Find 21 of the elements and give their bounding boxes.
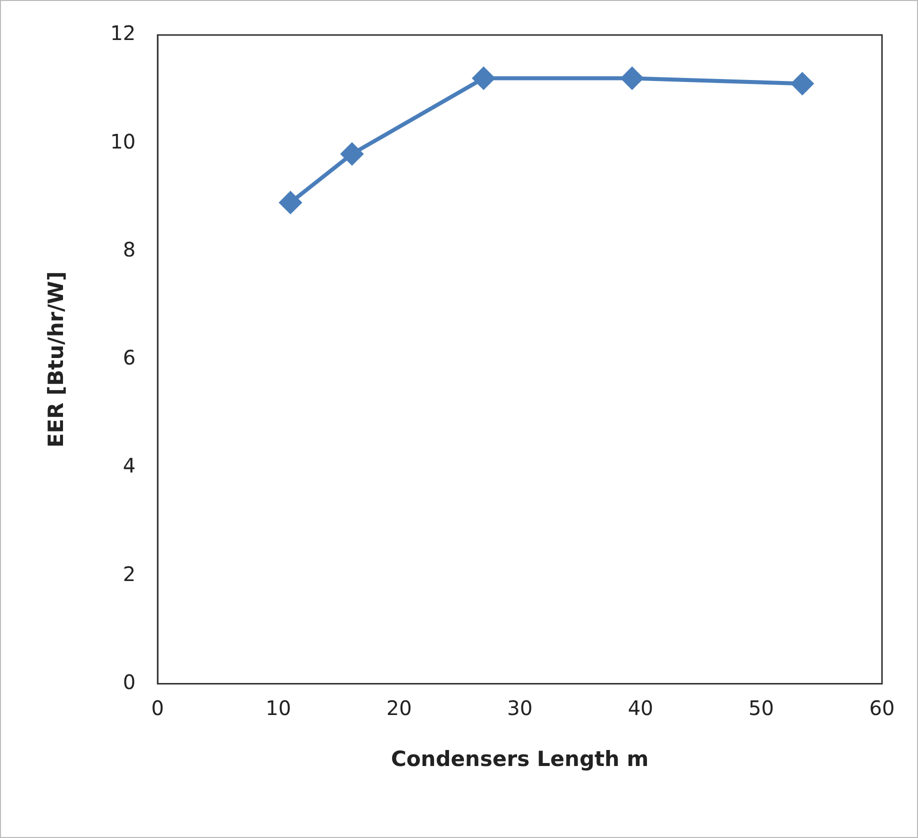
x-axis-title: Condensers Length m	[390, 746, 649, 771]
x-tick-label: 50	[748, 696, 774, 720]
x-tick-label: 20	[386, 696, 412, 720]
point	[279, 192, 302, 214]
x-tick-label: 40	[628, 696, 654, 720]
y-tick-label: 8	[122, 237, 136, 262]
point	[791, 72, 814, 95]
y-tick-label: 4	[122, 454, 136, 478]
y-tick-label: 0	[122, 670, 136, 694]
x-tick-label: 30	[507, 696, 533, 720]
y-tick-label: 6	[122, 346, 136, 370]
x-tick-label: 60	[869, 696, 895, 720]
y-tick-label: 12	[110, 21, 136, 46]
point	[341, 142, 364, 165]
y-tick-label: 2	[122, 562, 136, 586]
point	[472, 67, 495, 90]
point	[621, 67, 644, 90]
y-axis-title: EER [Btu/hr/W]	[44, 271, 68, 448]
y-tick-label: 10	[110, 129, 136, 154]
x-tick-label: 0	[151, 696, 164, 720]
x-tick-label: 10	[266, 696, 292, 720]
